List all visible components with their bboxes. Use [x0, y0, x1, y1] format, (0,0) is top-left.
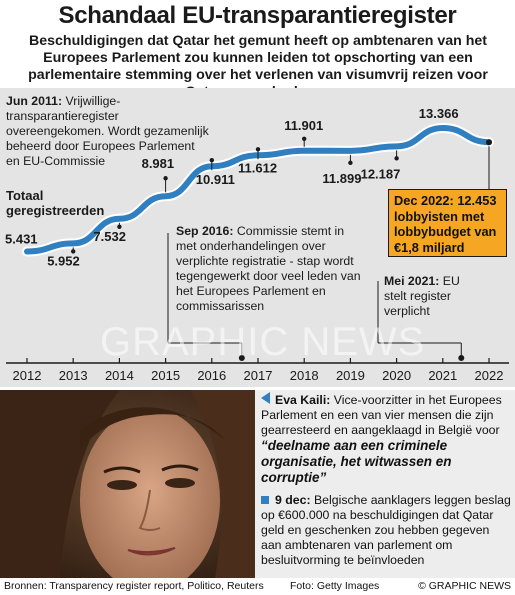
mei2021-dot	[458, 355, 465, 361]
leader-dot	[348, 160, 353, 166]
x-tick-label: 2014	[105, 368, 134, 383]
data-label: 5.431	[5, 232, 38, 247]
footer: Bronnen: Transparency register report, P…	[0, 578, 515, 595]
data-label: 11.899	[322, 171, 361, 186]
leader-dot	[71, 249, 76, 254]
news-dec9-text: Belgische aanklagers leggen beslag op €6…	[261, 493, 511, 567]
dec2022-highlight-box: Dec 2022: 12.453 lobbyisten met lobbybud…	[388, 189, 507, 257]
news-kaili-name: Eva Kaili:	[275, 393, 331, 407]
annotation-sep2016: Sep 2016: Commissie stemt in met onderha…	[176, 224, 366, 314]
x-tick-label: 2021	[428, 368, 457, 383]
x-tick-label: 2019	[336, 368, 365, 383]
x-tick-label: 2022	[475, 368, 504, 383]
annotation-mei2021-text: EU stelt register verplicht	[384, 274, 460, 318]
data-label: 11.612	[238, 160, 277, 175]
panel-divider	[0, 387, 515, 390]
x-tick-label: 2012	[13, 368, 42, 383]
data-label: 11.901	[284, 118, 323, 133]
footer-photo-credit: Foto: Getty Images	[290, 580, 380, 592]
x-tick-label: 2017	[244, 368, 273, 383]
leader-dot	[302, 136, 307, 141]
annotation-jun2011-text: Vrijwillige-transparantieregister overee…	[6, 94, 209, 168]
arrow-marker-icon	[261, 392, 270, 404]
annotation-sep2016-text: Commissie stemt in met onderhandelingen …	[176, 224, 361, 313]
dec2022-dot	[486, 139, 492, 146]
x-tick-label: 2013	[59, 368, 88, 383]
annotation-jun2011: Jun 2011: Vrijwillige-transparantieregis…	[6, 94, 211, 169]
data-label: 12.187	[361, 166, 401, 181]
annotation-mei2021: Mei 2021: EU stelt register verplicht	[384, 274, 474, 319]
news-kaili-text: Vice-voorzitter in het Europees Parlemen…	[261, 393, 502, 437]
footer-copyright: © GRAPHIC NEWS	[418, 580, 511, 592]
leader-dot	[117, 224, 122, 230]
x-tick-label: 2020	[382, 368, 411, 383]
data-label: 7.532	[93, 229, 126, 244]
leader-dot	[209, 157, 214, 163]
sep2016-dot	[238, 355, 245, 361]
data-label: 5.952	[47, 253, 80, 268]
news-dec9: 9 dec: Belgische aanklagers leggen besla…	[261, 493, 511, 568]
x-tick-label: 2016	[197, 368, 226, 383]
data-label: 10.911	[196, 172, 235, 187]
data-label: 13.366	[419, 106, 459, 121]
dec2022-text: Dec 2022: 12.453 lobbyisten met lobbybud…	[394, 193, 497, 255]
data-label: 8.981	[142, 156, 175, 171]
x-tick-label: 2015	[151, 368, 180, 383]
square-marker-icon	[261, 496, 269, 504]
leader-dot	[255, 147, 261, 152]
news-panel: Eva Kaili: Vice-voorzitter in het Europe…	[255, 390, 515, 578]
leader-dot	[394, 156, 399, 161]
portrait-image	[0, 390, 255, 578]
annotation-jun2011-date: Jun 2011:	[6, 94, 63, 108]
line-chart: 2012 2013 2014 2015 2016 2017 2018 2019 2020 2021…	[5, 106, 509, 383]
leader-dot	[163, 176, 168, 181]
photo-eva-kaili	[0, 390, 255, 578]
annotation-mei2021-date: Mei 2021:	[384, 274, 440, 288]
news-kaili-quote: “deelname aan een criminele organisatie,…	[261, 438, 452, 485]
footer-sources: Bronnen: Transparency register report, P…	[4, 580, 264, 592]
news-kaili: Eva Kaili: Vice-voorzitter in het Europe…	[261, 392, 511, 486]
total-label: Totaal geregistreerden	[6, 188, 105, 218]
news-dec9-date: 9 dec:	[275, 493, 311, 507]
x-tick-label: 2018	[290, 368, 319, 383]
page-title: Schandaal EU-transparantieregister	[58, 2, 457, 29]
watermark: GRAPHIC NEWS	[100, 320, 426, 364]
chart-panel: 2012 2013 2014 2015 2016 2017 2018 2019 2020 2021…	[0, 88, 515, 388]
annotation-sep2016-date: Sep 2016:	[176, 224, 234, 238]
